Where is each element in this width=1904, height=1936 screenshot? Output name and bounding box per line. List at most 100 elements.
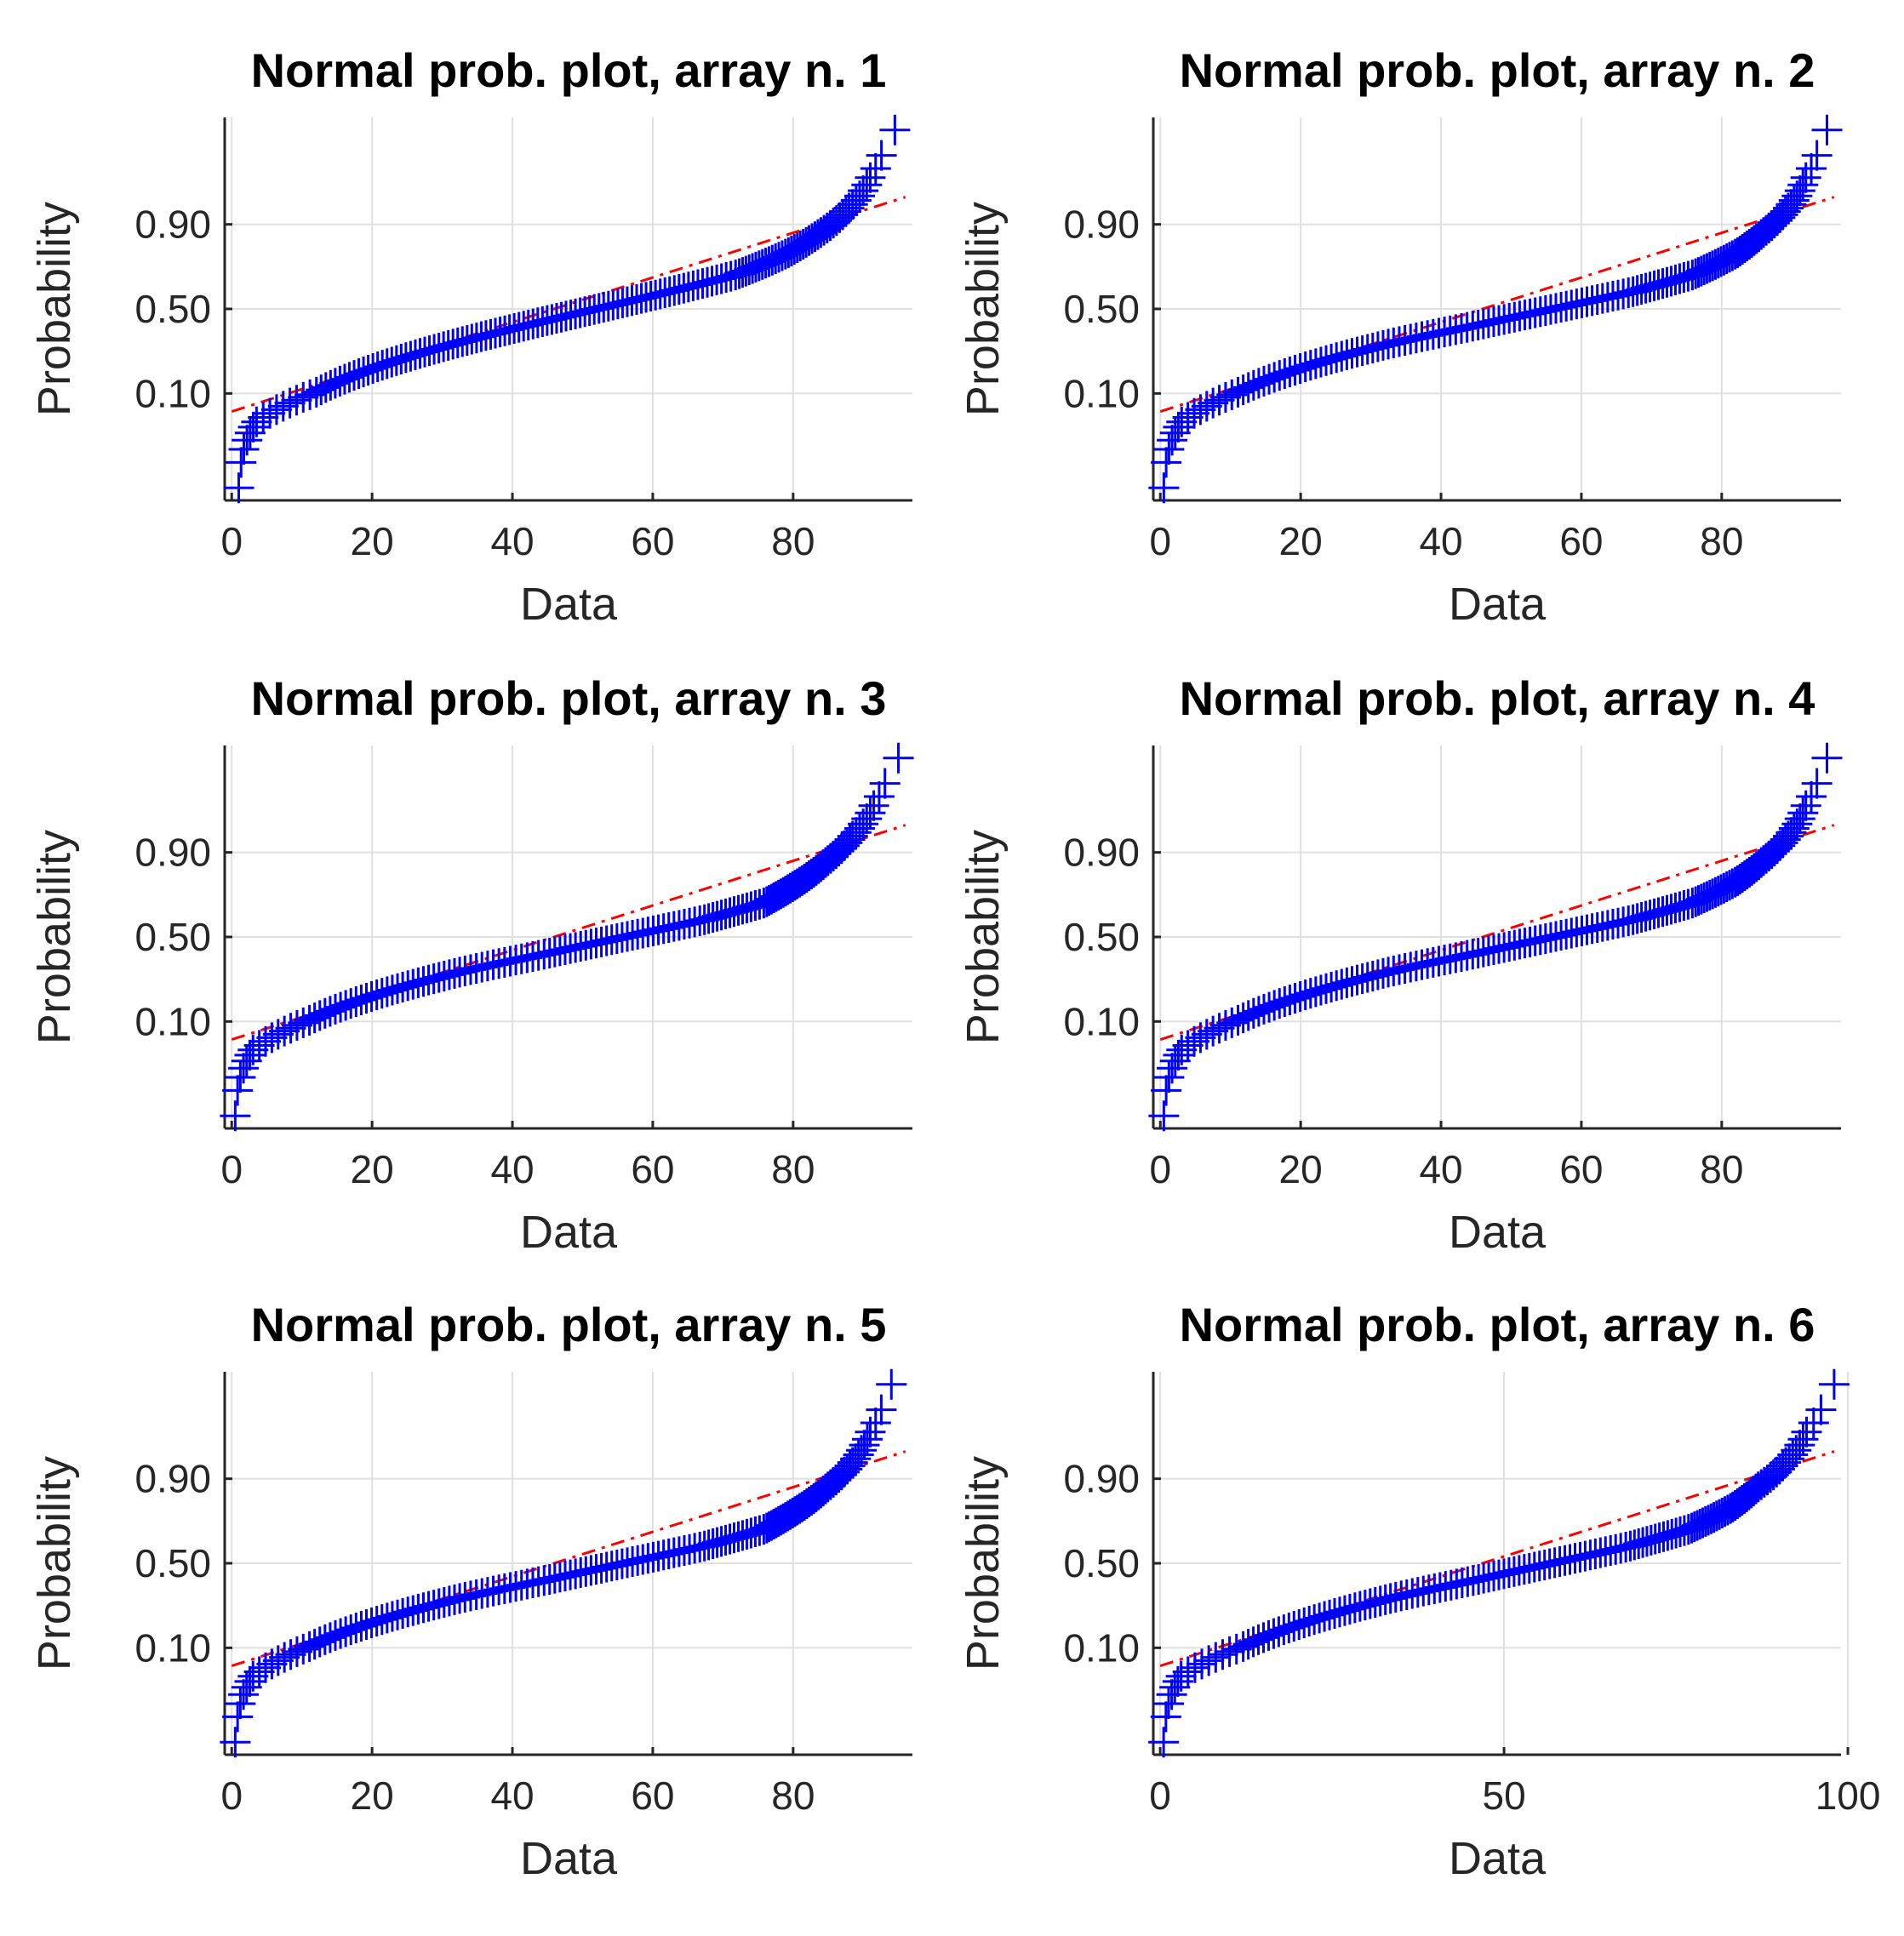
data-point-marker (1801, 768, 1833, 799)
subplot-title: Normal prob. plot, array n. 4 (1180, 671, 1815, 725)
data-point-marker (281, 1009, 312, 1041)
data-markers (220, 742, 914, 1132)
data-point-marker (1165, 1660, 1197, 1692)
x-tick-label: 60 (1559, 519, 1603, 563)
data-point-marker (274, 387, 306, 419)
reference-line (231, 1450, 906, 1667)
data-point-marker (1150, 1701, 1181, 1733)
data-point-marker (250, 1025, 282, 1057)
data-point-marker (232, 425, 263, 456)
y-tick-label: 0.10 (1063, 999, 1140, 1043)
reference-line (231, 196, 906, 413)
data-point-marker (879, 114, 911, 146)
data-point-marker (288, 381, 319, 413)
data-point-marker (243, 1656, 275, 1688)
x-tick-label: 0 (1149, 1773, 1171, 1818)
data-point-marker (1185, 1022, 1216, 1054)
data-point-marker (1166, 1034, 1198, 1065)
y-axis-label: Probability (958, 202, 1009, 416)
data-markers (220, 1368, 907, 1758)
y-tick-label: 0.10 (1063, 371, 1140, 415)
x-tick-label: 20 (351, 1147, 394, 1191)
data-point-marker (275, 1639, 306, 1670)
x-tick-label: 20 (351, 1773, 394, 1818)
x-tick-label: 80 (771, 1773, 815, 1818)
data-point-marker (222, 1701, 254, 1733)
x-tick-label: 20 (351, 519, 394, 563)
y-tick-label: 0.90 (1063, 1457, 1140, 1501)
x-axis-label: Data (520, 1833, 618, 1884)
data-point-marker (228, 1679, 260, 1710)
data-point-marker (1209, 1009, 1241, 1041)
data-point-marker (866, 1394, 897, 1425)
data-point-marker (769, 238, 801, 270)
data-markers (1148, 114, 1843, 504)
data-point-marker (855, 797, 886, 829)
x-tick-label: 100 (1815, 1773, 1881, 1818)
data-point-marker (837, 1447, 868, 1478)
data-point-marker (1811, 742, 1843, 774)
data-point-marker (1798, 1408, 1829, 1439)
subplot-title: Normal prob. plot, array n. 1 (251, 43, 887, 97)
y-tick-label: 0.10 (134, 1625, 211, 1670)
y-tick-label: 0.50 (134, 1541, 211, 1585)
data-point-marker (1796, 781, 1827, 813)
y-tick-label: 0.50 (1063, 915, 1140, 959)
data-point-marker (281, 1636, 312, 1667)
x-tick-label: 80 (771, 519, 815, 563)
data-point-marker (254, 397, 286, 429)
x-tick-label: 0 (220, 1773, 243, 1818)
x-tick-label: 50 (1482, 1773, 1525, 1818)
data-markers (1148, 742, 1843, 1132)
data-point-marker (1172, 1656, 1204, 1688)
data-markers (1148, 1368, 1850, 1758)
x-tick-label: 60 (631, 1773, 674, 1818)
data-point-marker (1148, 472, 1180, 504)
data-point-marker (851, 803, 883, 835)
data-point-marker (1209, 381, 1241, 413)
data-point-marker (1811, 114, 1843, 146)
x-tick-label: 40 (1419, 519, 1462, 563)
data-point-marker (1172, 1030, 1204, 1061)
data-point-marker (876, 1368, 907, 1400)
data-point-marker (1204, 1013, 1235, 1044)
data-point-marker (1805, 1394, 1837, 1425)
data-point-marker (1151, 447, 1182, 478)
data-point-marker (1204, 385, 1235, 416)
data-point-marker (226, 447, 257, 478)
data-point-marker (860, 153, 891, 185)
data-point-marker (851, 169, 883, 201)
y-axis-label: Probability (29, 202, 80, 416)
data-point-marker (1172, 402, 1204, 433)
x-tick-label: 0 (1149, 519, 1171, 563)
subplot-title: Normal prob. plot, array n. 5 (251, 1298, 887, 1351)
data-point-marker (1775, 189, 1807, 220)
x-tick-label: 0 (1149, 1147, 1171, 1191)
x-tick-label: 0 (220, 519, 243, 563)
data-point-marker (1198, 387, 1229, 419)
y-tick-label: 0.50 (1063, 287, 1140, 331)
data-point-marker (1179, 1652, 1210, 1683)
data-point-marker (1186, 1648, 1218, 1680)
x-tick-label: 80 (1700, 519, 1743, 563)
data-point-marker (1207, 1639, 1238, 1670)
y-tick-label: 0.50 (134, 915, 211, 959)
y-tick-label: 0.90 (134, 1457, 211, 1501)
data-point-marker (275, 1013, 306, 1044)
data-point-marker (220, 1727, 251, 1758)
data-point-marker (883, 742, 914, 774)
data-point-marker (1221, 1633, 1252, 1665)
subplot-1: 0 20 40 60 80 0.10 0.50 0.90 Normal prob. plot, … (29, 43, 912, 630)
data-point-marker (269, 1015, 300, 1047)
data-point-marker (1193, 1645, 1225, 1676)
subplot-3: 0 20 40 60 80 0.10 0.50 0.90 Normal prob. plot, … (29, 671, 914, 1258)
y-tick-label: 0.10 (134, 371, 211, 415)
data-point-marker (262, 1645, 294, 1676)
data-point-marker (1157, 425, 1188, 456)
data-point-marker (1198, 1015, 1229, 1047)
data-point-marker (1148, 1100, 1180, 1132)
data-point-marker (1185, 394, 1216, 425)
x-axis-label: Data (520, 579, 618, 630)
data-point-marker (1787, 169, 1819, 201)
x-tick-label: 20 (1279, 519, 1323, 563)
